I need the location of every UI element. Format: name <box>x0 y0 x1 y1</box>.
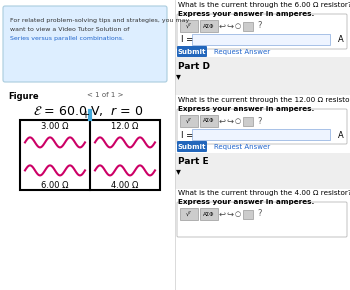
Bar <box>243 117 253 126</box>
Text: I =: I = <box>181 35 193 44</box>
Bar <box>243 22 253 31</box>
FancyBboxPatch shape <box>177 46 207 57</box>
FancyBboxPatch shape <box>3 6 167 82</box>
Text: ↪: ↪ <box>226 117 233 126</box>
Text: ○: ○ <box>235 23 241 29</box>
Text: 4.00 Ω: 4.00 Ω <box>111 182 139 191</box>
Text: √⁷: √⁷ <box>186 23 192 29</box>
Text: Part E: Part E <box>178 157 209 166</box>
Bar <box>192 34 330 45</box>
Text: $\mathcal{E}$ = 60.0 V,  $r$ = 0: $\mathcal{E}$ = 60.0 V, $r$ = 0 <box>33 104 143 118</box>
Bar <box>180 208 198 220</box>
Text: ↪: ↪ <box>226 21 233 30</box>
FancyBboxPatch shape <box>177 141 207 152</box>
Text: Series versus parallel combinations.: Series versus parallel combinations. <box>10 36 124 41</box>
Text: A: A <box>338 130 344 139</box>
Text: 3.00 Ω: 3.00 Ω <box>41 122 69 131</box>
Text: Part D: Part D <box>178 62 210 71</box>
Text: Express your answer in amperes.: Express your answer in amperes. <box>178 106 314 112</box>
Text: < 1 of 1 >: < 1 of 1 > <box>87 92 123 98</box>
Bar <box>175 57 350 95</box>
Text: What is the current through the 12.00 Ω resistor?: What is the current through the 12.00 Ω … <box>178 97 350 103</box>
Text: ↩: ↩ <box>218 209 225 218</box>
Text: ○: ○ <box>235 118 241 124</box>
Bar <box>200 20 218 32</box>
Text: ?: ? <box>258 117 262 126</box>
Text: ↩: ↩ <box>218 21 225 30</box>
Text: √⁷: √⁷ <box>186 118 192 124</box>
Bar <box>243 210 253 219</box>
Text: √⁷: √⁷ <box>186 211 192 217</box>
Text: Submit: Submit <box>178 144 206 150</box>
Text: ΑΣΦ: ΑΣΦ <box>203 119 215 124</box>
Text: A: A <box>338 35 344 44</box>
Text: What is the current through the 4.00 Ω resistor?: What is the current through the 4.00 Ω r… <box>178 190 350 196</box>
Bar <box>20 120 160 190</box>
Text: Request Answer: Request Answer <box>214 49 270 55</box>
Text: ▾: ▾ <box>176 166 181 176</box>
Text: Request Answer: Request Answer <box>214 144 270 150</box>
Text: ↩: ↩ <box>218 117 225 126</box>
Text: ΑΣΦ: ΑΣΦ <box>203 23 215 28</box>
Text: Express your answer in amperes.: Express your answer in amperes. <box>178 11 314 17</box>
Text: ?: ? <box>258 21 262 30</box>
Text: What is the current through the 6.00 Ω resistor?: What is the current through the 6.00 Ω r… <box>178 2 350 8</box>
Bar <box>180 20 198 32</box>
Bar <box>200 115 218 127</box>
FancyBboxPatch shape <box>177 14 347 49</box>
Text: ○: ○ <box>235 211 241 217</box>
Text: 6.00 Ω: 6.00 Ω <box>41 182 69 191</box>
Text: ▾: ▾ <box>176 71 181 81</box>
Text: For related problem-solving tips and strategies, you may: For related problem-solving tips and str… <box>10 18 189 23</box>
Text: Figure: Figure <box>8 92 38 101</box>
Text: ↪: ↪ <box>226 209 233 218</box>
FancyBboxPatch shape <box>177 202 347 237</box>
Bar <box>175 153 350 189</box>
Bar <box>180 115 198 127</box>
Text: ΑΣΦ: ΑΣΦ <box>203 211 215 217</box>
Text: want to view a Video Tutor Solution of: want to view a Video Tutor Solution of <box>10 27 130 32</box>
Text: ?: ? <box>258 209 262 218</box>
Bar <box>192 129 330 140</box>
FancyBboxPatch shape <box>177 109 347 144</box>
Text: Submit: Submit <box>178 49 206 55</box>
Bar <box>200 208 218 220</box>
Text: Express your answer in amperes.: Express your answer in amperes. <box>178 199 314 205</box>
Text: 12.0 Ω: 12.0 Ω <box>111 122 139 131</box>
Text: +: + <box>81 110 89 120</box>
Text: I =: I = <box>181 130 193 139</box>
